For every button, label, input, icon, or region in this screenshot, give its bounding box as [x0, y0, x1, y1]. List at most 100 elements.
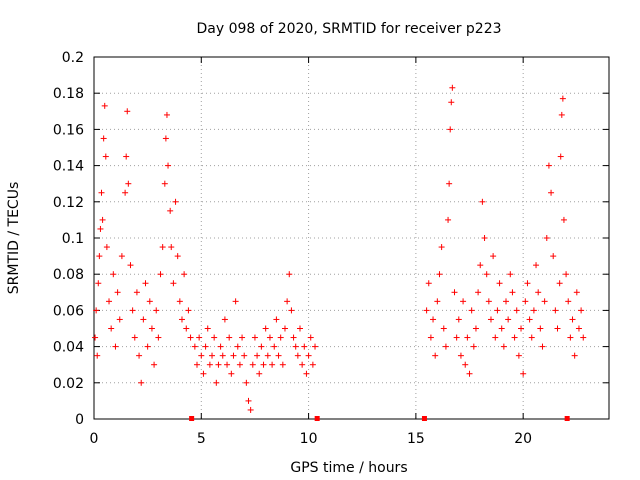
data-point — [251, 334, 258, 341]
data-point — [277, 334, 284, 341]
data-point — [535, 289, 542, 296]
data-point — [144, 343, 151, 350]
data-point — [114, 289, 121, 296]
data-point — [247, 406, 254, 413]
data-point — [172, 198, 179, 205]
data-point — [492, 334, 499, 341]
data-point — [230, 352, 237, 359]
data-point — [133, 289, 140, 296]
data-point — [101, 102, 108, 109]
data-point — [286, 271, 293, 278]
data-point — [312, 343, 319, 350]
data-point — [219, 352, 226, 359]
data-point — [185, 307, 192, 314]
data-point — [530, 307, 537, 314]
data-point — [200, 370, 207, 377]
data-point — [573, 289, 580, 296]
data-point — [99, 216, 106, 223]
data-point — [178, 316, 185, 323]
data-point — [131, 334, 138, 341]
data-point — [129, 307, 136, 314]
data-point — [432, 352, 439, 359]
data-point — [124, 108, 131, 115]
y-tick-label: 0.08 — [53, 267, 84, 283]
data-point — [275, 352, 282, 359]
data-point — [565, 298, 572, 305]
data-point — [148, 325, 155, 332]
data-point — [239, 334, 246, 341]
data-point — [215, 361, 222, 368]
data-point — [487, 316, 494, 323]
y-tick-label: 0.14 — [53, 159, 84, 175]
data-point — [541, 298, 548, 305]
data-point — [224, 361, 231, 368]
x-tick-label: 15 — [407, 431, 425, 447]
data-point — [95, 280, 102, 287]
data-point — [264, 352, 271, 359]
data-point — [159, 244, 166, 251]
data-point — [165, 162, 172, 169]
data-point — [522, 298, 529, 305]
data-point — [155, 334, 162, 341]
x-tick-label: 10 — [300, 431, 318, 447]
data-point — [170, 280, 177, 287]
data-point — [557, 153, 564, 160]
data-point — [451, 289, 458, 296]
data-point — [142, 280, 149, 287]
data-point — [453, 334, 460, 341]
data-point — [305, 352, 312, 359]
data-point — [560, 216, 567, 223]
data-gap-marker — [314, 416, 320, 421]
data-point — [477, 262, 484, 269]
data-point — [545, 162, 552, 169]
data-point — [446, 180, 453, 187]
data-point — [427, 334, 434, 341]
data-point — [146, 298, 153, 305]
data-point — [575, 325, 582, 332]
data-point — [94, 352, 101, 359]
data-point — [470, 343, 477, 350]
data-point — [449, 84, 456, 91]
data-point — [485, 298, 492, 305]
data-point — [187, 334, 194, 341]
data-point — [440, 325, 447, 332]
x-tick-label: 20 — [514, 431, 532, 447]
data-point — [106, 298, 113, 305]
data-point — [483, 271, 490, 278]
axis-ticks: 0 0.02 0.04 0.06 0.08 0.1 0.12 0.14 0.16 0.18 0.2 0… — [53, 50, 609, 447]
data-point — [217, 343, 224, 350]
data-point — [468, 307, 475, 314]
y-axis-label: SRMTID / TECUs — [6, 182, 22, 295]
data-point — [498, 325, 505, 332]
data-point — [303, 370, 310, 377]
y-tick-label: 0.04 — [53, 340, 84, 356]
data-point — [260, 361, 267, 368]
data-point — [243, 379, 250, 386]
data-point — [571, 352, 578, 359]
data-point — [97, 225, 104, 232]
data-point — [528, 334, 535, 341]
y-tick-label: 0.12 — [53, 195, 84, 211]
data-point — [228, 370, 235, 377]
y-tick-label: 0.1 — [62, 231, 84, 247]
data-point — [297, 325, 303, 332]
data-point — [161, 180, 168, 187]
data-point — [466, 370, 473, 377]
data-gap-marker — [564, 416, 570, 421]
data-point — [112, 343, 119, 350]
data-point — [537, 325, 544, 332]
data-point — [206, 361, 213, 368]
data-point — [290, 334, 297, 341]
data-point — [118, 253, 125, 260]
data-point — [163, 111, 170, 118]
data-point — [309, 361, 316, 368]
data-point — [221, 316, 228, 323]
data-point — [513, 307, 520, 314]
data-point — [98, 189, 105, 196]
data-point — [249, 361, 256, 368]
data-point — [245, 397, 252, 404]
data-point — [138, 379, 145, 386]
plot-frame — [93, 56, 610, 420]
data-point — [258, 343, 265, 350]
data-point — [552, 307, 559, 314]
